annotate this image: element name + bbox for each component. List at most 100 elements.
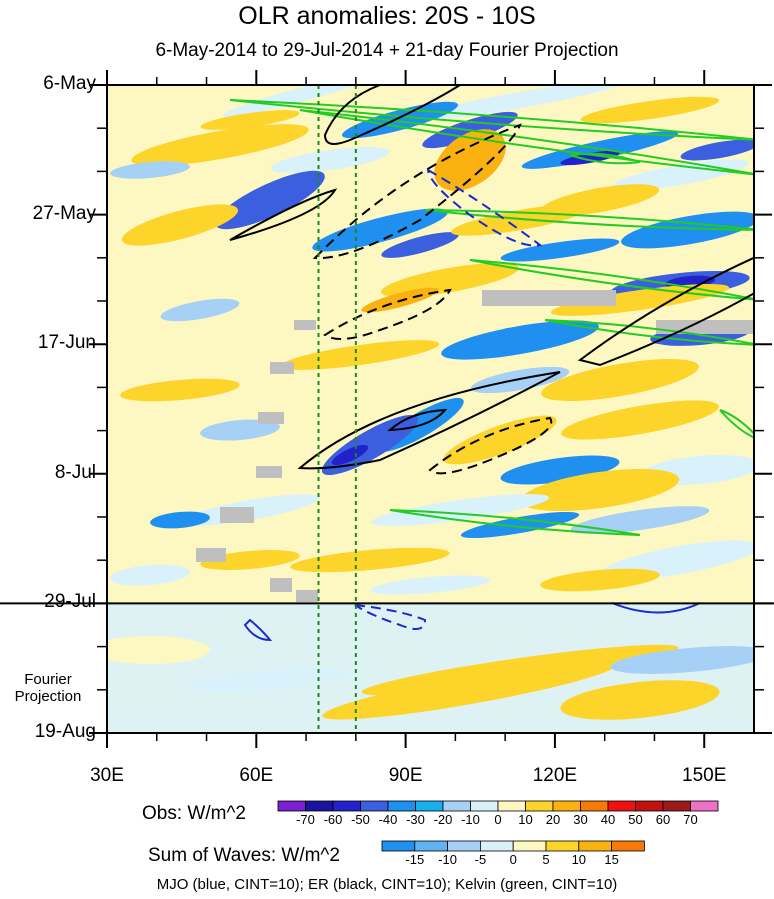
anomaly-blob: [470, 366, 570, 394]
anomaly-blob: [561, 400, 719, 440]
waves-colorbar-swatch: [578, 840, 612, 852]
obs-colorbar-tick: 10: [518, 812, 533, 827]
waves-colorbar-swatch: [545, 840, 580, 852]
anomaly-blob: [541, 358, 699, 402]
anomaly-blob: [160, 298, 240, 322]
anomaly-blob: [370, 575, 490, 595]
x-tick-label: 60E: [239, 765, 274, 786]
projection-blob: [190, 667, 350, 693]
obs-colorbar-swatch: [277, 800, 306, 812]
obs-colorbar-swatch: [305, 800, 334, 812]
anomaly-blob: [411, 85, 629, 121]
waves-colorbar-tick: 0: [509, 852, 517, 867]
projection-blob: [560, 680, 720, 720]
anomaly-blob: [570, 506, 710, 534]
anomaly-blob: [460, 511, 580, 539]
obs-colorbar-tick: 60: [655, 812, 671, 827]
anomaly-blob: [312, 208, 448, 252]
obs-colorbar-swatch: [387, 800, 416, 812]
y-tick-label: 29-Jul: [44, 591, 96, 613]
y-tick-label: 19-Aug: [34, 721, 96, 742]
obs-colorbar-swatch: [470, 800, 499, 812]
waves-colorbar-label: Sum of Waves: W/m^2: [148, 845, 340, 866]
anomaly-blob: [520, 468, 680, 512]
er-contour: [387, 408, 448, 432]
obs-colorbar-tick: -50: [351, 812, 370, 827]
waves-colorbar-swatch: [512, 840, 547, 852]
obs-colorbar-swatch: [525, 800, 554, 812]
missing-data-box: [258, 412, 284, 424]
anomaly-blob: [150, 511, 210, 529]
kelvin-contour: [229, 99, 754, 141]
legend-caption: MJO (blue, CINT=10); ER (black, CINT=10)…: [156, 876, 618, 893]
anomaly-blob: [120, 378, 240, 402]
obs-colorbar-swatch: [415, 800, 444, 812]
anomaly-blob: [540, 568, 660, 592]
obs-colorbar-swatch: [607, 800, 636, 812]
er-contour: [577, 256, 754, 367]
waves-colorbar-tick: -10: [438, 852, 457, 867]
wave-contours: [229, 85, 754, 642]
projection-label: Fourier Projection: [14, 671, 82, 705]
anomaly-blob: [222, 85, 378, 117]
anomaly-blob: [331, 444, 369, 466]
obs-colorbar-tick: 70: [683, 812, 698, 827]
projection-blob: [610, 646, 754, 674]
anomaly-blob: [290, 547, 450, 573]
plot-frame: [106, 84, 755, 734]
kelvin-contour: [719, 409, 754, 439]
er-contour: [297, 371, 561, 470]
x-tick-label: 90E: [388, 765, 423, 786]
anomaly-blob: [521, 131, 679, 169]
missing-data-box: [656, 320, 754, 334]
anomaly-blob: [110, 564, 190, 586]
anomaly-blob: [110, 161, 190, 179]
obs-colorbar-swatch: [635, 800, 664, 812]
obs-colorbar-tick: -30: [406, 812, 425, 827]
waves-colorbar-swatch: [479, 840, 514, 852]
kelvin-contour: [469, 259, 754, 301]
anomaly-blob: [215, 170, 325, 230]
missing-data-box: [296, 590, 318, 602]
obs-colorbar-tick: 50: [628, 812, 643, 827]
anomaly-blob: [121, 204, 239, 246]
missing-data-box: [196, 548, 226, 562]
missing-data-box: [294, 320, 316, 330]
kelvin-contour: [389, 509, 641, 536]
waves-colorbar-tick: -5: [474, 852, 487, 867]
obs-colorbar-swatch: [360, 800, 389, 812]
mjo-contour: [243, 618, 273, 642]
missing-data-box: [270, 578, 292, 592]
obs-colorbar-tick: 40: [600, 812, 616, 827]
projection-blob: [322, 660, 618, 720]
kelvin-contour: [544, 319, 754, 346]
waves-colorbar-tick: 10: [571, 852, 587, 867]
x-tick-label: 150E: [682, 765, 727, 786]
missing-data-box: [482, 290, 616, 306]
obs-colorbar-swatch: [332, 800, 361, 812]
waves-colorbar-tick: -15: [405, 852, 425, 867]
obs-colorbar-swatch: [497, 800, 526, 812]
chart-subtitle: 6-May-2014 to 29-Jul-2014 + 21-day Fouri…: [155, 40, 619, 61]
anomaly-blob: [200, 110, 300, 130]
kelvin-contour: [569, 152, 641, 165]
missing-data-box: [270, 362, 294, 374]
obs-colorbar-tick: -40: [378, 812, 398, 827]
anomaly-blob: [280, 340, 440, 370]
anomaly-blob: [621, 211, 754, 249]
waves-colorbar-swatch: [447, 840, 481, 852]
anomaly-blob: [680, 139, 754, 161]
x-tick-label: 120E: [532, 765, 578, 786]
y-tick-label: 17-Jun: [37, 332, 96, 354]
obs-colorbar-swatch: [442, 800, 471, 812]
anomaly-blob: [381, 232, 459, 258]
waves-colorbar-swatch: [414, 840, 448, 852]
waves-colorbar-swatch: [611, 840, 645, 852]
anomaly-blob: [434, 129, 506, 191]
missing-data-box: [256, 466, 282, 478]
obs-colorbar-tick: -10: [461, 812, 480, 827]
chart-title: OLR anomalies: 20S - 10S: [238, 2, 536, 30]
er-contour: [229, 188, 338, 241]
er-contour: [323, 85, 462, 145]
